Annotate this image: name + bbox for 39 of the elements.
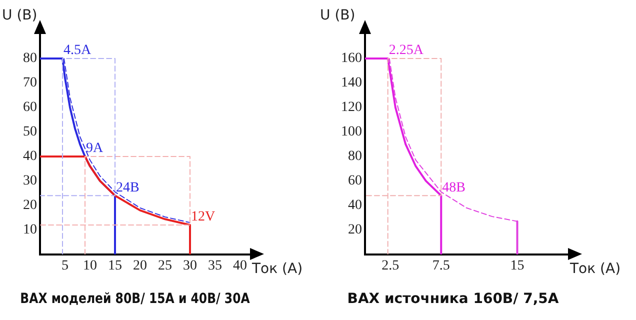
annotation: 9A bbox=[86, 141, 104, 156]
y-axis-title: U (В) bbox=[2, 8, 38, 24]
text: ВАХ источника 160В/ 7,5А bbox=[347, 291, 559, 308]
x-tick-label: 40 bbox=[233, 258, 247, 274]
annotation: 2.25A bbox=[388, 43, 424, 58]
y-tick-label: 40 bbox=[23, 149, 37, 164]
x-axis-title: Ток (А) bbox=[251, 261, 303, 278]
y-tick-label: 70 bbox=[23, 76, 37, 91]
annotation: 12V bbox=[191, 210, 216, 225]
y-axis-title: U (В) bbox=[320, 8, 356, 24]
x-tick-label: 5 bbox=[62, 258, 68, 274]
x-tick-label: 7.5 bbox=[432, 258, 450, 274]
annotation: 4.5A bbox=[64, 43, 92, 58]
y-tick-label: 20 bbox=[23, 198, 37, 214]
y-tick-label: 80 bbox=[23, 51, 37, 66]
annotation: 48В bbox=[442, 180, 466, 196]
y-tick-label: 10 bbox=[23, 222, 37, 238]
y-tick-label: 30 bbox=[23, 174, 37, 189]
x-tick-label: 2.5 bbox=[382, 258, 400, 274]
text: ВАХ моделей 80В/ 15А и 40В/ 30А bbox=[20, 291, 250, 308]
x-axis-title: Ток (А) bbox=[569, 261, 621, 278]
y-tick-label: 40 bbox=[348, 198, 362, 214]
x-tick-label: 25 bbox=[158, 258, 172, 274]
x-tick-label: 10 bbox=[83, 258, 97, 274]
y-tick-label: 140 bbox=[341, 76, 362, 91]
x-tick-label: 20 bbox=[133, 258, 147, 274]
y-tick-label: 80 bbox=[348, 149, 362, 164]
y-tick-label: 60 bbox=[348, 174, 362, 189]
x-tick-label: 30 bbox=[183, 258, 197, 274]
y-tick-label: 100 bbox=[341, 124, 362, 140]
y-tick-label: 160 bbox=[341, 51, 362, 66]
annotation: 24В bbox=[116, 180, 140, 196]
y-tick-label: 50 bbox=[23, 124, 37, 140]
x-tick-label: 15 bbox=[510, 258, 524, 274]
x-tick-label: 15 bbox=[108, 258, 122, 274]
y-tick-label: 120 bbox=[341, 100, 362, 116]
y-tick-label: 20 bbox=[348, 222, 362, 238]
y-tick-label: 60 bbox=[23, 100, 37, 116]
x-tick-label: 35 bbox=[208, 258, 222, 274]
